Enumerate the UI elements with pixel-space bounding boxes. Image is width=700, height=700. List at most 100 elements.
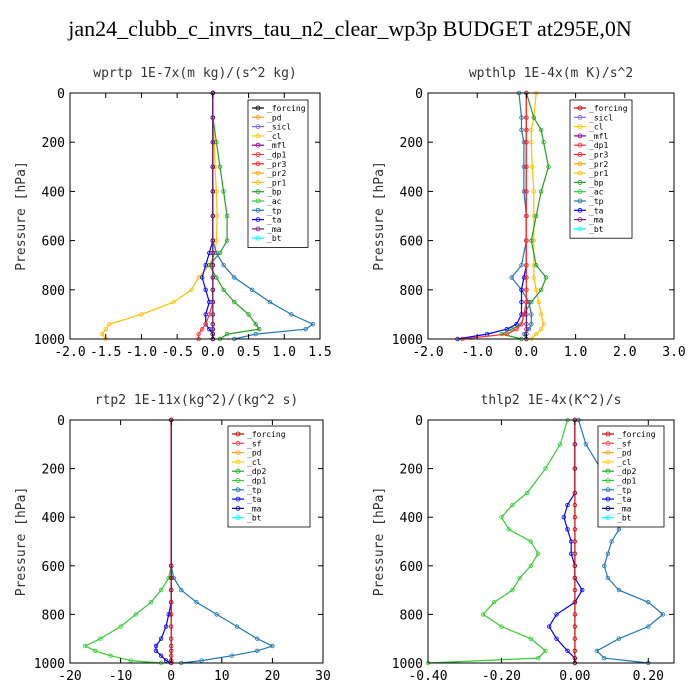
data-point-forcing bbox=[572, 442, 578, 447]
legend-label: _pd bbox=[617, 449, 632, 458]
legend-label: _bt bbox=[267, 234, 282, 243]
data-point-forcing bbox=[572, 612, 578, 617]
legend-label: _sf bbox=[617, 439, 632, 448]
x-tick-label: 0.20 bbox=[633, 669, 664, 684]
plot-frame bbox=[69, 419, 324, 664]
data-point-ma bbox=[210, 115, 216, 120]
data-point-dp1 bbox=[519, 322, 524, 327]
legend-marker bbox=[235, 459, 241, 465]
data-point-ta bbox=[163, 658, 169, 663]
data-point-tp bbox=[521, 164, 527, 169]
data-point-pr1 bbox=[103, 326, 108, 332]
y-tick-label: 200 bbox=[400, 463, 423, 478]
data-point-ta bbox=[199, 275, 205, 280]
y-tick-label: 600 bbox=[400, 560, 423, 575]
y-tick-label: 600 bbox=[42, 235, 65, 250]
y-tick-label: 0 bbox=[415, 87, 423, 102]
data-point-dp1 bbox=[510, 587, 515, 593]
data-point-ta bbox=[519, 287, 524, 292]
legend-marker bbox=[577, 189, 583, 195]
data-point-tp bbox=[529, 312, 534, 317]
data-point-tp bbox=[616, 527, 622, 532]
x-tick-label: -0.40 bbox=[408, 669, 447, 684]
legend-label: _forcing bbox=[589, 104, 628, 113]
data-point-dp1 bbox=[491, 600, 497, 605]
x-tick-label: 1.0 bbox=[273, 345, 296, 360]
legend-label: _cl bbox=[267, 132, 282, 141]
data-point-dp1 bbox=[524, 189, 529, 194]
legend-box bbox=[227, 425, 311, 528]
legend-marker bbox=[255, 198, 261, 204]
y-tick-label: 0 bbox=[57, 414, 65, 429]
x-tick-label: -1.0 bbox=[462, 345, 493, 360]
data-point-tp bbox=[289, 312, 294, 317]
data-point-pr1 bbox=[531, 275, 536, 280]
data-point-pr1 bbox=[534, 287, 539, 292]
data-point-tp bbox=[199, 658, 204, 663]
data-point-dp1 bbox=[480, 612, 486, 617]
data-point-dp1 bbox=[535, 655, 541, 661]
data-point-dp1 bbox=[82, 643, 88, 649]
x-tick-label: 20 bbox=[265, 669, 281, 684]
y-tick-label: 1000 bbox=[34, 333, 65, 348]
legend-marker bbox=[577, 152, 583, 157]
panel-4: thlp2 1E-4x(K^2)/s Pressure [hPa] -0.40 -0.… bbox=[372, 393, 675, 684]
data-point-forcing bbox=[572, 600, 578, 605]
legend-marker bbox=[235, 440, 241, 446]
data-point-bp bbox=[546, 164, 551, 169]
data-point-tp bbox=[270, 643, 275, 649]
series-line-dp1 bbox=[462, 93, 528, 340]
legend-marker bbox=[235, 505, 241, 511]
x-tick-label: -1.0 bbox=[126, 345, 157, 360]
data-point-tp bbox=[602, 655, 607, 661]
data-point-ma bbox=[210, 299, 216, 305]
legend-label: _ma bbox=[589, 216, 604, 225]
legend-label: _tp bbox=[247, 486, 262, 495]
legend-marker bbox=[235, 496, 241, 502]
data-point-forcing bbox=[572, 515, 578, 520]
data-point-forcing bbox=[572, 648, 578, 654]
data-point-dp1 bbox=[148, 600, 154, 605]
data-point-forcing bbox=[168, 643, 174, 649]
data-point-dp1 bbox=[98, 636, 103, 641]
data-point-dp1 bbox=[521, 312, 527, 317]
data-point-bp bbox=[529, 299, 534, 305]
series-line-pr1 bbox=[101, 93, 218, 340]
data-point-tp bbox=[616, 587, 622, 593]
legend-label: _ta bbox=[617, 495, 632, 504]
data-point-pr1 bbox=[531, 238, 536, 243]
data-point-ma bbox=[524, 312, 529, 317]
legend-marker bbox=[577, 114, 583, 120]
data-point-bp bbox=[224, 213, 230, 219]
data-point-tp bbox=[255, 648, 260, 654]
legend-marker bbox=[255, 207, 261, 213]
x-tick-label: 0.0 bbox=[201, 345, 224, 360]
figure-title: jan24_clubb_c_invrs_tau_n2_clear_wp3p BU… bbox=[68, 16, 632, 41]
data-point-pr1 bbox=[538, 312, 544, 317]
legend-marker bbox=[577, 207, 583, 213]
data-point-pr1 bbox=[538, 326, 544, 332]
data-point-forcing bbox=[168, 575, 174, 581]
data-point-tp bbox=[194, 600, 199, 605]
data-point-forcing bbox=[572, 636, 578, 641]
legend-label: _cl bbox=[589, 123, 604, 132]
y-tick-label: 400 bbox=[42, 511, 65, 526]
y-axis-label: Pressure [hPa] bbox=[14, 161, 29, 271]
data-point-dp1 bbox=[528, 636, 534, 641]
data-point-dp1 bbox=[524, 213, 529, 219]
data-point-bp bbox=[538, 189, 544, 194]
data-point-forcing bbox=[572, 624, 578, 629]
legend-label: _ma bbox=[617, 504, 632, 513]
x-tick-label: 3.0 bbox=[662, 345, 685, 360]
x-tick-label: -10 bbox=[109, 669, 132, 684]
data-point-forcing bbox=[572, 575, 578, 581]
plot-frame bbox=[427, 92, 675, 340]
data-point-ta bbox=[153, 643, 159, 649]
legend-marker bbox=[605, 515, 611, 521]
x-tick-label: 30 bbox=[315, 669, 331, 684]
legend-label: _dp2 bbox=[617, 467, 636, 476]
data-point-tp bbox=[594, 648, 600, 654]
panel-title: thlp2 1E-4x(K^2)/s bbox=[481, 393, 622, 408]
legend-marker bbox=[235, 487, 241, 493]
